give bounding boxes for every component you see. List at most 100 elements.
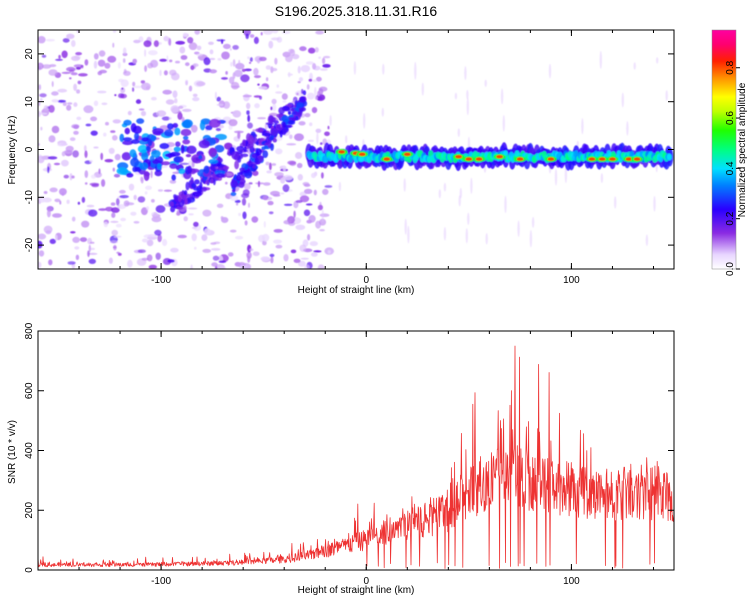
spectrogram-blob [311, 172, 316, 179]
spectrogram-blob [194, 246, 197, 250]
spectrogram-blob [109, 240, 118, 244]
spectrogram-blob [275, 91, 283, 94]
spectrogram-blob [123, 69, 127, 74]
spectrogram-blob [97, 59, 106, 67]
spectrogram-blob [653, 196, 656, 212]
spectrogram-blob [228, 76, 235, 85]
spectrogram-blob [101, 102, 108, 106]
spectrogram-blob [182, 108, 192, 112]
snr-ytick-label: 800 [24, 322, 35, 339]
spectrogram-blob [169, 179, 177, 184]
snr-panel: -100 0 100 0 200 400 600 800 Height of straigh… [7, 322, 675, 596]
spectrogram-blob [621, 92, 624, 108]
colorbar-tick-label: 0.0 [725, 262, 736, 276]
spectrogram-blob [281, 31, 291, 34]
spectrogram-blob [51, 99, 59, 103]
spectrogram-blob [665, 90, 668, 101]
spectrogram-blob [141, 238, 149, 243]
spectrogram-blob [287, 111, 292, 115]
spectrogram-blob [43, 105, 49, 111]
spectrogram-blob [308, 78, 313, 82]
spectrogram-blob [475, 157, 483, 161]
spectrogram-blob [267, 115, 275, 124]
spectrogram-blob [548, 63, 552, 79]
spectrogram-blob [258, 86, 268, 90]
spectrogram-blob [327, 125, 330, 130]
spectrogram-blob [81, 220, 90, 228]
spectrogram-xtick-label: 100 [563, 275, 580, 286]
spectrogram-blob [247, 135, 255, 145]
spectrogram-blob [228, 124, 233, 130]
spectrogram-blob [353, 61, 357, 75]
spectrogram-blob [190, 65, 195, 71]
spectrogram-blob [242, 169, 250, 174]
spectrogram-blob [112, 42, 115, 48]
spectrogram-blob [122, 58, 126, 63]
spectrogram-blob [275, 244, 283, 249]
spectrogram-blob [76, 116, 82, 121]
spectrogram-blob [69, 77, 72, 80]
spectrogram-y-label: Frequency (Hz) [7, 116, 18, 185]
spectrogram-blob [313, 189, 317, 196]
spectrogram-blob [66, 199, 70, 204]
spectrogram-blob [238, 212, 242, 217]
spectrogram-blob [253, 36, 259, 45]
spectrogram-blob [147, 138, 153, 147]
spectrogram-blob [276, 113, 283, 119]
spectrogram-blob [188, 213, 194, 216]
colorbar-tick-label: 0.2 [725, 211, 736, 225]
spectrogram-blob [130, 123, 137, 133]
spectrogram-blob [118, 93, 125, 99]
spectrogram-blob [166, 55, 169, 63]
spectrogram-blob [465, 157, 473, 161]
spectrogram-blob [162, 89, 172, 95]
spectrogram-blob [289, 49, 296, 57]
spectrogram-blob [130, 211, 137, 216]
spectrogram-blob [215, 173, 226, 178]
spectrogram-blob [177, 234, 187, 239]
spectrogram-blob [48, 69, 58, 76]
spectrogram-blob [214, 144, 225, 153]
spectrogram-blob [61, 71, 71, 74]
spectrogram-blob [241, 198, 247, 206]
spectrogram-blob [588, 157, 596, 161]
spectrogram-blob [314, 96, 318, 100]
spectrogram-blob [193, 187, 201, 191]
spectrogram-blob [38, 36, 46, 44]
spectrogram-blob [235, 174, 242, 182]
spectrogram-blob [216, 103, 224, 106]
spectrogram-blob [48, 259, 53, 266]
spectrogram-blob [297, 174, 303, 181]
spectrogram-blob [55, 58, 63, 62]
spectrogram-blob [271, 98, 277, 105]
spectrogram-blob [300, 257, 309, 260]
spectrogram-blob [184, 197, 188, 205]
spectrogram-blob [98, 168, 101, 175]
spectrogram-blob [140, 177, 144, 184]
spectrogram-blob [38, 233, 47, 240]
spectrogram-blob [77, 80, 82, 85]
spectrogram-blob [316, 96, 323, 100]
spectrogram-blob [268, 211, 274, 215]
spectrogram-blob [309, 241, 318, 247]
spectrogram-blob [38, 155, 45, 164]
spectrogram-blob [319, 218, 327, 226]
spectrogram-blob [234, 160, 240, 170]
spectrogram-blob [283, 203, 293, 206]
spectrogram-blob [383, 157, 391, 161]
spectrogram-blob [73, 102, 78, 107]
spectrogram-blob [222, 165, 230, 170]
spectrogram-blob [302, 90, 307, 96]
spectrogram-blob [246, 110, 250, 115]
spectrogram-blob [208, 41, 214, 45]
spectrogram-blob [171, 174, 176, 181]
spectrogram-x-ticks: -100 0 100 [37, 30, 654, 286]
spectrogram-blob [496, 154, 504, 159]
spectrogram-blob [121, 152, 132, 161]
spectrogram-blob [172, 90, 178, 98]
spectrogram-blob [100, 152, 104, 161]
spectrogram-blob [421, 82, 424, 96]
spectrogram-blob [464, 66, 467, 81]
spectrogram-blob [154, 170, 163, 177]
spectrogram-blob [225, 71, 228, 75]
